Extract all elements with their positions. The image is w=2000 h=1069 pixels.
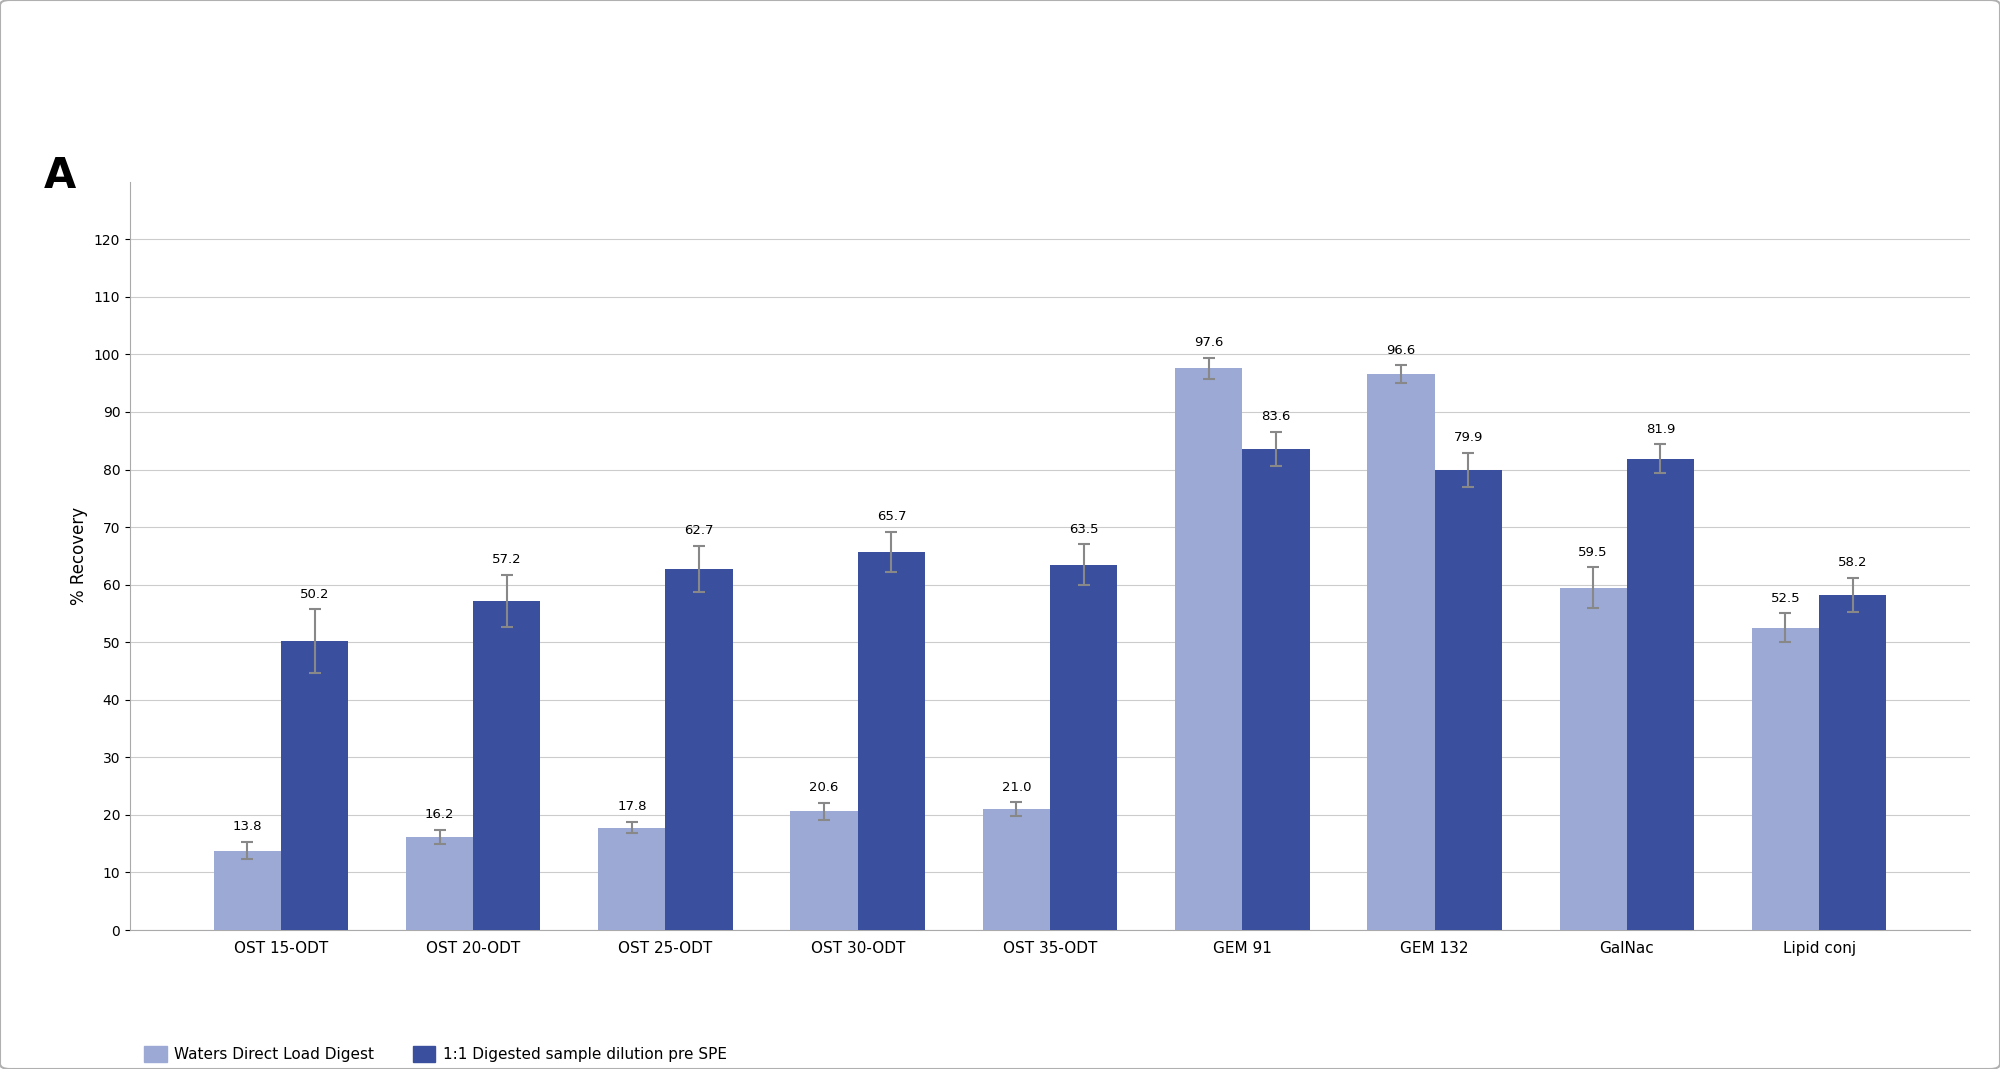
Bar bbox=[1626, 459, 1694, 930]
Bar bbox=[982, 809, 1050, 930]
Text: 21.0: 21.0 bbox=[1002, 780, 1032, 793]
Bar bbox=[1368, 374, 1434, 930]
Text: 59.5: 59.5 bbox=[1578, 546, 1608, 559]
Y-axis label: % Recovery: % Recovery bbox=[70, 507, 88, 605]
Text: 83.6: 83.6 bbox=[1262, 409, 1290, 423]
Bar bbox=[280, 641, 348, 930]
Text: 81.9: 81.9 bbox=[1646, 422, 1676, 435]
Text: 97.6: 97.6 bbox=[1194, 337, 1224, 350]
Bar bbox=[1752, 628, 1820, 930]
Bar bbox=[1434, 470, 1502, 930]
Text: 63.5: 63.5 bbox=[1068, 523, 1098, 536]
Bar bbox=[1560, 588, 1626, 930]
Text: 58.2: 58.2 bbox=[1838, 556, 1868, 569]
Legend: Waters Direct Load Digest, 1:1 Digested sample dilution pre SPE: Waters Direct Load Digest, 1:1 Digested … bbox=[138, 1040, 734, 1068]
Bar bbox=[1174, 368, 1242, 930]
Text: 79.9: 79.9 bbox=[1454, 431, 1482, 445]
Bar bbox=[1050, 564, 1118, 930]
Text: 50.2: 50.2 bbox=[300, 588, 330, 601]
Text: 52.5: 52.5 bbox=[1770, 592, 1800, 605]
Bar bbox=[598, 827, 666, 930]
Text: 13.8: 13.8 bbox=[232, 820, 262, 834]
Bar bbox=[858, 552, 926, 930]
Bar bbox=[1242, 449, 1310, 930]
Text: 65.7: 65.7 bbox=[876, 510, 906, 523]
Text: SPE protocol optimization: SPE protocol optimization bbox=[788, 66, 1212, 94]
Text: 20.6: 20.6 bbox=[810, 781, 838, 794]
Text: 16.2: 16.2 bbox=[424, 808, 454, 821]
Text: Sample loading: Sample loading bbox=[872, 108, 1128, 136]
Text: 57.2: 57.2 bbox=[492, 554, 522, 567]
Text: A: A bbox=[44, 155, 76, 197]
Text: 17.8: 17.8 bbox=[618, 801, 646, 814]
Bar bbox=[790, 811, 858, 930]
Bar bbox=[666, 569, 732, 930]
Bar bbox=[214, 851, 280, 930]
Bar bbox=[474, 601, 540, 930]
Bar bbox=[406, 837, 474, 930]
Text: 62.7: 62.7 bbox=[684, 525, 714, 538]
Text: OligoWorks SPE kit development: OligoWorks SPE kit development bbox=[730, 26, 1270, 55]
Bar bbox=[1820, 595, 1886, 930]
Text: 96.6: 96.6 bbox=[1386, 344, 1416, 357]
